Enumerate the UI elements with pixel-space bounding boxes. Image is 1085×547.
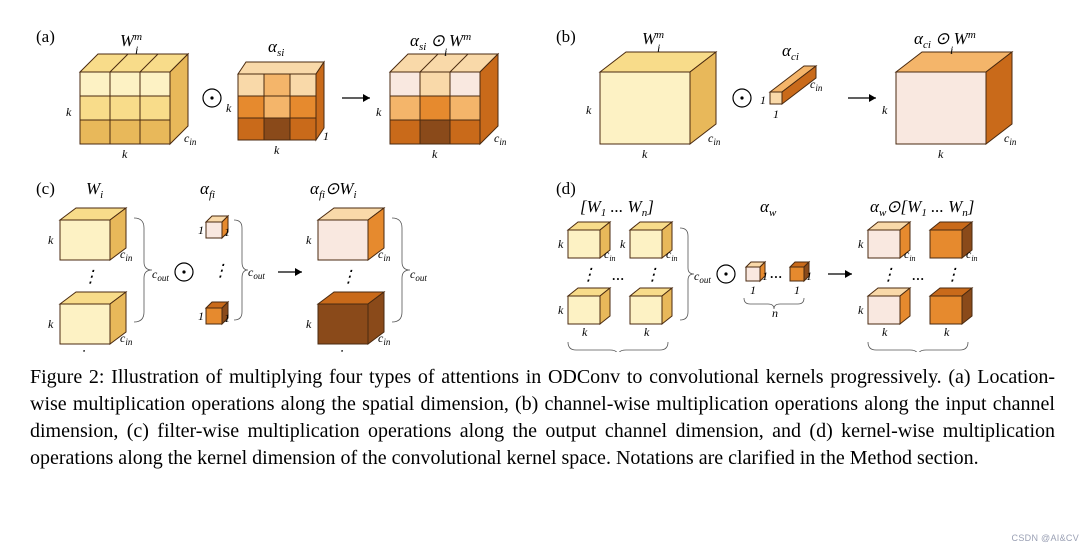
svg-text:cin: cin xyxy=(120,331,133,347)
svg-text:k: k xyxy=(306,317,312,331)
panel-label: (d) xyxy=(556,179,576,198)
svg-text:k: k xyxy=(306,233,312,247)
svg-text:Wm: Wm xyxy=(642,29,664,48)
panel-d: .lab { font: italic 17px "Times New Roma… xyxy=(550,172,1060,352)
cube-wi-bot: k k cin xyxy=(48,292,133,352)
cube-result-b: αci ⊙ Wm i k k cin xyxy=(882,29,1017,161)
svg-text:k: k xyxy=(944,325,950,339)
svg-text:⋮: ⋮ xyxy=(212,261,229,280)
svg-text:k: k xyxy=(882,103,888,117)
svg-text:i: i xyxy=(657,41,660,55)
svg-text:k: k xyxy=(432,147,438,161)
cube-wim: Wm i k k cin xyxy=(66,31,197,161)
svg-text:k: k xyxy=(858,303,864,317)
svg-text:αfi: αfi xyxy=(200,179,215,201)
svg-text:k: k xyxy=(226,101,232,115)
svg-text:k: k xyxy=(642,147,648,161)
svg-text:cout: cout xyxy=(152,267,169,283)
svg-text:cout: cout xyxy=(248,265,265,281)
svg-text:k: k xyxy=(48,317,54,331)
bar-alpha-ci: αci 1 1 cin xyxy=(760,41,823,121)
svg-text:...: ... xyxy=(612,265,625,284)
svg-text:k: k xyxy=(582,325,588,339)
caption-body: Illustration of multiplying four types o… xyxy=(30,366,1055,469)
svg-text:αsi ⊙ Wm: αsi ⊙ Wm xyxy=(410,31,471,53)
svg-text:1: 1 xyxy=(750,283,756,297)
svg-text:cin: cin xyxy=(378,331,391,347)
svg-text:k: k xyxy=(82,347,88,352)
svg-text:...: ... xyxy=(770,263,783,282)
svg-text:cin: cin xyxy=(378,247,391,263)
svg-text:k: k xyxy=(558,303,564,317)
svg-text:⋮: ⋮ xyxy=(340,267,357,286)
svg-text:k: k xyxy=(274,143,280,157)
svg-text:1: 1 xyxy=(198,223,204,237)
caption-prefix: Figure 2: xyxy=(30,366,104,388)
svg-text:i: i xyxy=(950,43,953,57)
svg-text:⋮: ⋮ xyxy=(644,265,661,284)
svg-text:k: k xyxy=(122,147,128,161)
svg-text:k: k xyxy=(938,147,944,161)
svg-text:⋮: ⋮ xyxy=(880,265,897,284)
svg-text:k: k xyxy=(586,103,592,117)
svg-text:k: k xyxy=(620,237,626,251)
svg-text:k: k xyxy=(376,105,382,119)
cube-wi-top: k cin xyxy=(48,208,133,263)
svg-text:cout: cout xyxy=(694,269,711,285)
svg-text:n: n xyxy=(772,306,778,320)
svg-text:Wm: Wm xyxy=(120,31,142,50)
svg-text:1: 1 xyxy=(794,283,800,297)
svg-text:1: 1 xyxy=(323,129,329,143)
svg-text:[W1 ... Wn]: [W1 ... Wn] xyxy=(580,197,654,219)
svg-text:cin: cin xyxy=(708,131,721,147)
svg-text:αw⊙[W1 ... Wn]: αw⊙[W1 ... Wn] xyxy=(870,197,974,219)
figure-caption: Figure 2: Illustration of multiplying fo… xyxy=(30,364,1055,472)
svg-text:cin: cin xyxy=(494,131,507,147)
row-cd: .lab { font: italic 17px "Times New Roma… xyxy=(30,172,1055,352)
panel-label: (b) xyxy=(556,27,576,46)
svg-text:cout: cout xyxy=(410,267,427,283)
panel-c: .lab { font: italic 17px "Times New Roma… xyxy=(30,172,540,352)
panel-b: .lab { font: italic 17px "Times New Roma… xyxy=(550,20,1060,170)
svg-text:1: 1 xyxy=(224,225,230,239)
svg-text:k: k xyxy=(48,233,54,247)
svg-text:αsi: αsi xyxy=(268,37,284,59)
cube-result-a: αsi ⊙ Wm i k k cin xyxy=(376,31,507,161)
svg-text:Wi: Wi xyxy=(86,179,103,201)
svg-text:⋮: ⋮ xyxy=(82,267,99,286)
svg-text:k: k xyxy=(66,105,72,119)
svg-text:i: i xyxy=(135,43,138,57)
svg-text:⋮: ⋮ xyxy=(580,265,597,284)
watermark: CSDN @AI&CV xyxy=(1012,533,1079,543)
figure-2: .lab { font: italic 17px "Times New Roma… xyxy=(30,20,1055,472)
svg-text:αw: αw xyxy=(760,197,777,219)
svg-text:cin: cin xyxy=(810,77,823,93)
svg-text:1: 1 xyxy=(760,93,766,107)
svg-text:k: k xyxy=(882,325,888,339)
svg-text:1: 1 xyxy=(762,269,768,283)
row-ab: .lab { font: italic 17px "Times New Roma… xyxy=(30,20,1055,170)
svg-text:αci ⊙ Wm: αci ⊙ Wm xyxy=(914,29,976,51)
svg-text:1: 1 xyxy=(773,107,779,121)
svg-text:...: ... xyxy=(912,265,925,284)
panel-a: .lab { font: italic 17px "Times New Roma… xyxy=(30,20,540,170)
svg-text:1: 1 xyxy=(198,309,204,323)
svg-text:cin: cin xyxy=(120,247,133,263)
svg-text:k: k xyxy=(644,325,650,339)
svg-text:1: 1 xyxy=(224,311,230,325)
svg-text:1: 1 xyxy=(806,269,812,283)
svg-text:cin: cin xyxy=(184,131,197,147)
svg-text:αci: αci xyxy=(782,41,799,63)
svg-text:k: k xyxy=(340,347,346,352)
slab-alpha-si: αsi k k 1 xyxy=(226,37,329,157)
svg-text:cin: cin xyxy=(1004,131,1017,147)
svg-text:αfi⊙Wi: αfi⊙Wi xyxy=(310,179,357,201)
cube-wim-b: Wm i k k cin xyxy=(586,29,721,161)
svg-text:k: k xyxy=(558,237,564,251)
panel-label: (c) xyxy=(36,179,55,198)
svg-text:i: i xyxy=(444,45,447,59)
svg-text:⋮: ⋮ xyxy=(944,265,961,284)
panel-label: (a) xyxy=(36,27,55,46)
svg-text:k: k xyxy=(858,237,864,251)
